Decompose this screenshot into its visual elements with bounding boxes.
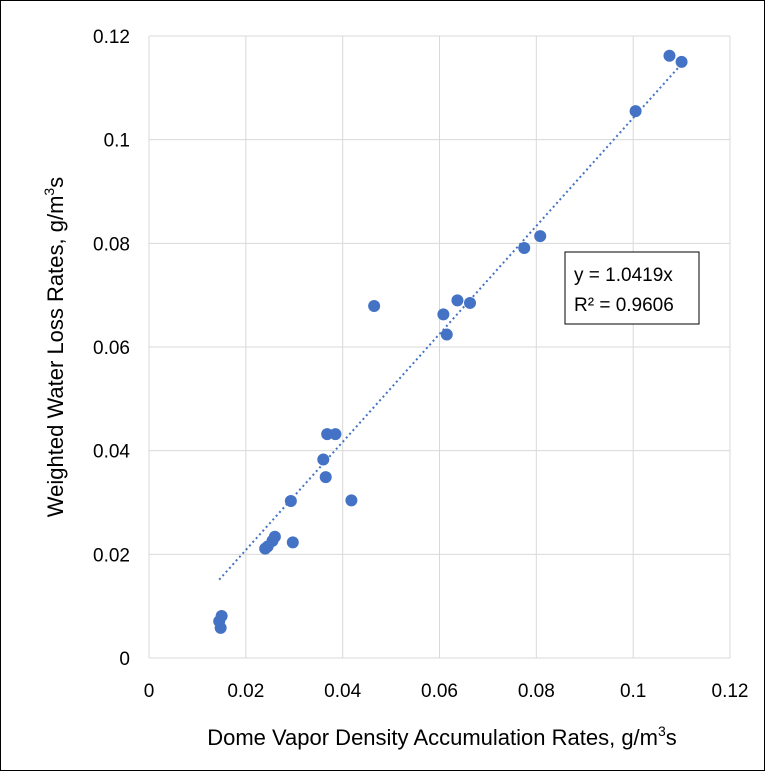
y-tick-label: 0.08 xyxy=(93,234,130,255)
y-tick-label: 0.1 xyxy=(104,131,130,152)
x-tick-label: 0.1 xyxy=(620,681,646,702)
data-point xyxy=(440,328,453,341)
data-point xyxy=(214,621,227,634)
data-point xyxy=(518,241,531,254)
x-axis-title: Dome Vapor Density Accumulation Rates, g… xyxy=(207,723,677,750)
x-tick-label: 0.06 xyxy=(421,681,458,702)
trendline xyxy=(218,63,683,581)
data-point xyxy=(675,55,688,68)
data-point xyxy=(215,610,228,623)
data-point xyxy=(368,300,381,313)
data-point xyxy=(329,428,342,441)
trendline-equation: y = 1.0419x xyxy=(574,265,673,286)
trendline-r-squared: R² = 0.9606 xyxy=(574,295,674,316)
data-point xyxy=(534,230,547,243)
data-point xyxy=(437,308,450,321)
y-tick-label: 0.02 xyxy=(93,545,130,566)
y-tick-label: 0.12 xyxy=(93,27,130,48)
grid-lines xyxy=(148,35,731,659)
data-point xyxy=(286,536,299,549)
data-point xyxy=(284,494,297,507)
data-point xyxy=(319,471,332,484)
x-tick-label: 0.12 xyxy=(712,681,749,702)
data-point xyxy=(451,294,464,307)
y-tick-label: 0 xyxy=(119,649,130,670)
y-axis-title: Weighted Water Loss Rates, g/m3s xyxy=(41,177,68,517)
x-tick-label: 0.08 xyxy=(518,681,555,702)
y-tick-label: 0.04 xyxy=(93,442,130,463)
equation-box: y = 1.0419x R² = 0.9606 xyxy=(564,251,700,325)
data-point xyxy=(629,105,642,118)
data-point xyxy=(317,453,330,466)
data-point xyxy=(663,49,676,62)
x-tick-labels: 0 0.02 0.04 0.06 0.08 0.1 0.12 xyxy=(144,681,749,702)
data-point xyxy=(464,296,477,309)
x-tick-label: 0 xyxy=(144,681,155,702)
data-points xyxy=(213,49,688,634)
data-point xyxy=(268,530,281,543)
data-point xyxy=(321,428,334,441)
x-tick-label: 0.04 xyxy=(324,681,361,702)
y-tick-labels: 0 0.02 0.04 0.06 0.08 0.1 0.12 xyxy=(93,27,130,670)
y-tick-label: 0.06 xyxy=(93,338,130,359)
data-point xyxy=(345,494,358,507)
x-tick-label: 0.02 xyxy=(227,681,264,702)
equation-box-border xyxy=(564,251,700,325)
